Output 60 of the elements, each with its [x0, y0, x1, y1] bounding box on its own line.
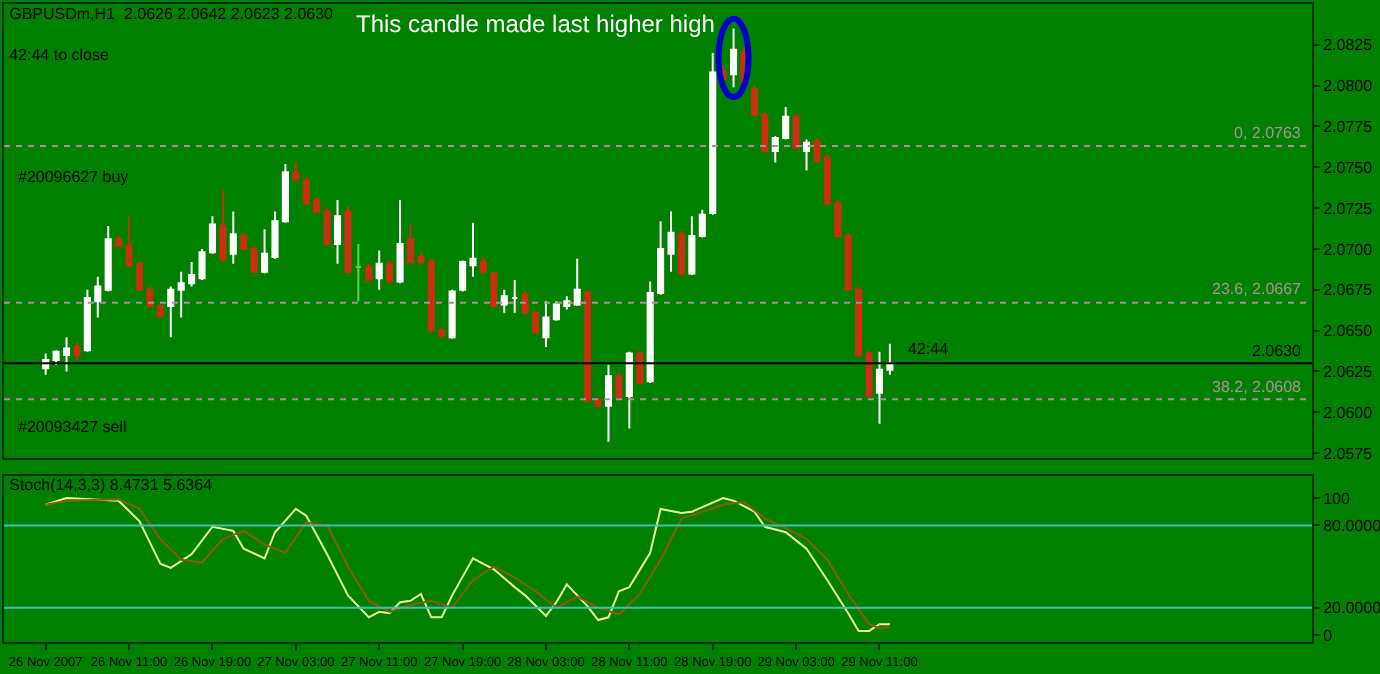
annotation: 42:44 [908, 340, 950, 358]
text: 42:44 to close [9, 46, 110, 65]
candlestick [386, 259, 394, 285]
candlestick [865, 349, 873, 399]
candlestick [167, 285, 175, 339]
ref-line-label: 23.6, 2.0667 [1212, 280, 1303, 298]
y-tick-label: 0 [1323, 626, 1334, 645]
chart-title: GBPUSDm,H1 2.0626 2.0642 2.0623 2.0630 [9, 5, 335, 24]
y-tick-label: 100 [1323, 489, 1351, 508]
candlestick [250, 244, 258, 275]
y-tick-label: 2.0750 [1323, 158, 1374, 177]
y-tick-label: 2.0725 [1323, 199, 1374, 218]
ref-line-label: 0, 2.0763 [1234, 124, 1302, 142]
candlestick [688, 215, 696, 277]
y-tick-label: 2.0650 [1323, 322, 1374, 341]
y-tick-label: 2.0800 [1323, 77, 1374, 96]
candlestick [709, 52, 717, 216]
annotation: #20093427 sell [18, 418, 127, 436]
chart-title: Stoch(14,3,3) 8.4731 5.6364 [9, 476, 214, 495]
candlestick [615, 372, 623, 401]
candlestick [698, 208, 706, 239]
candlestick [573, 257, 581, 308]
y-tick-label: 2.0825 [1323, 36, 1374, 55]
candlestick [115, 234, 123, 249]
candlestick [511, 279, 519, 314]
candlestick [604, 363, 613, 443]
candlestick [292, 161, 300, 183]
candlestick [240, 231, 248, 252]
candlestick [625, 350, 633, 430]
candlestick [156, 303, 164, 319]
candlestick [354, 243, 362, 303]
annotation: #20096627 buy [18, 168, 129, 186]
candlestick [104, 225, 112, 293]
candlestick [396, 198, 404, 285]
ref-line-label: 2.0630 [1252, 342, 1303, 360]
candlestick [73, 341, 81, 362]
ref-line-label: 38.2, 2.0608 [1212, 378, 1303, 396]
candlestick [500, 288, 508, 314]
candlestick [792, 112, 800, 151]
candlestick [730, 27, 738, 89]
y-tick-label: 20.0000 [1323, 599, 1380, 618]
candlestick [802, 138, 811, 172]
y-tick-label: 2.0700 [1323, 240, 1374, 259]
candlestick [677, 230, 685, 277]
y-tick-label: 2.0600 [1323, 403, 1374, 422]
candlestick [219, 189, 227, 264]
y-tick-label: 2.0775 [1323, 118, 1374, 137]
candlestick [375, 249, 383, 291]
candlestick [584, 288, 592, 404]
candlestick [636, 349, 644, 386]
candlestick [229, 210, 237, 265]
candlestick [333, 198, 342, 265]
y-tick-label: 2.0675 [1323, 281, 1374, 300]
candlestick [365, 262, 373, 283]
y-tick-label: 2.0625 [1323, 363, 1374, 382]
y-tick-label: 80.0000 [1323, 516, 1380, 535]
annotation: This candle made last higher high [356, 10, 715, 38]
y-tick-label: 2.0575 [1323, 444, 1374, 463]
candlestick [344, 205, 352, 275]
candlestick [323, 207, 331, 247]
